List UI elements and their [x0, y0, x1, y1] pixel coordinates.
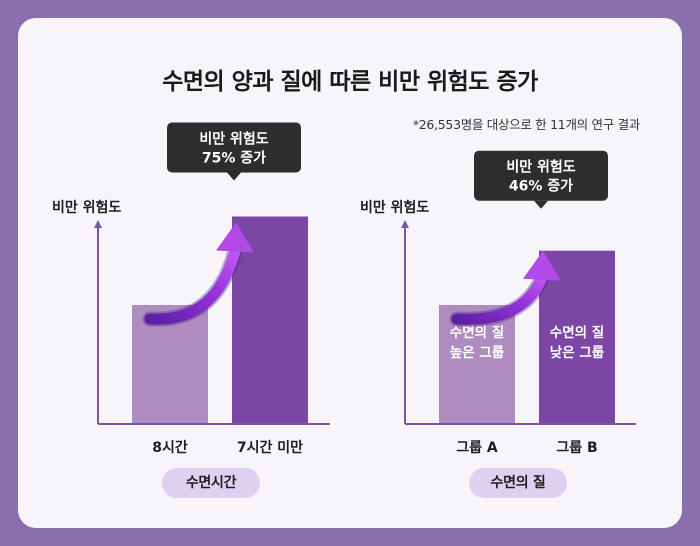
x-tick-label: 그룹 B	[556, 440, 597, 456]
bar	[132, 305, 208, 423]
x-tick-label: 그룹 A	[456, 440, 498, 456]
y-axis-arrowhead-icon	[401, 220, 409, 228]
x-tick-label: 7시간 미만	[237, 439, 303, 456]
callout-value: 46% 증가	[509, 179, 573, 195]
bar-label: 수면의 질	[450, 324, 504, 341]
callout-text: 비만 위험도	[506, 159, 575, 176]
trend-up-arrow-icon	[451, 269, 549, 325]
page-title: 수면의 양과 질에 따른 비만 위험도 증가	[162, 69, 538, 95]
bar	[439, 305, 515, 423]
bar-label: 낮은 그룹	[550, 345, 605, 361]
bar-label: 높은 그룹	[450, 345, 505, 361]
callout-text: 비만 위험도	[199, 131, 268, 148]
callout-box	[167, 122, 301, 173]
bar-chart-1: 비만 위험도 8시간 7시간 미만 비만 위험도 75% 증가	[52, 122, 330, 456]
y-axis-arrowhead-icon	[94, 220, 102, 228]
x-tick-label: 8시간	[152, 439, 188, 456]
callout-pointer	[227, 172, 241, 181]
trend-up-arrow-icon	[144, 241, 242, 325]
y-axis-label: 비만 위험도	[52, 199, 121, 216]
trend-arrow-head-icon	[216, 222, 254, 253]
callout-pointer	[534, 200, 548, 209]
y-axis-label: 비만 위험도	[360, 199, 429, 216]
callout-box	[474, 150, 608, 201]
footnote: *26,553명을 대상으로 한 11개의 연구 결과	[412, 117, 640, 132]
x-axis-title-sleep-quality: 수면의 질	[469, 468, 567, 498]
x-axis-title-sleep-hours: 수면시간	[162, 468, 260, 498]
trend-arrow-head-icon	[523, 250, 561, 281]
bar-label: 수면의 질	[550, 324, 604, 341]
callout-value: 75% 증가	[202, 151, 266, 167]
